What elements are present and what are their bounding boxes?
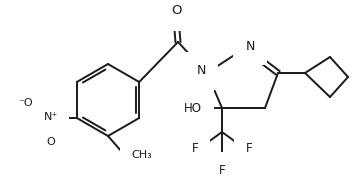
Text: ⁻O: ⁻O [18,98,33,108]
Text: HO: HO [184,102,202,114]
Text: N⁺: N⁺ [44,112,58,122]
Text: F: F [192,142,198,154]
Text: CH₃: CH₃ [131,150,152,160]
Text: O: O [46,137,55,147]
Text: F: F [219,163,225,176]
Text: N: N [245,40,255,52]
Text: N: N [196,65,206,77]
Text: O: O [172,4,182,18]
Text: F: F [246,142,252,154]
